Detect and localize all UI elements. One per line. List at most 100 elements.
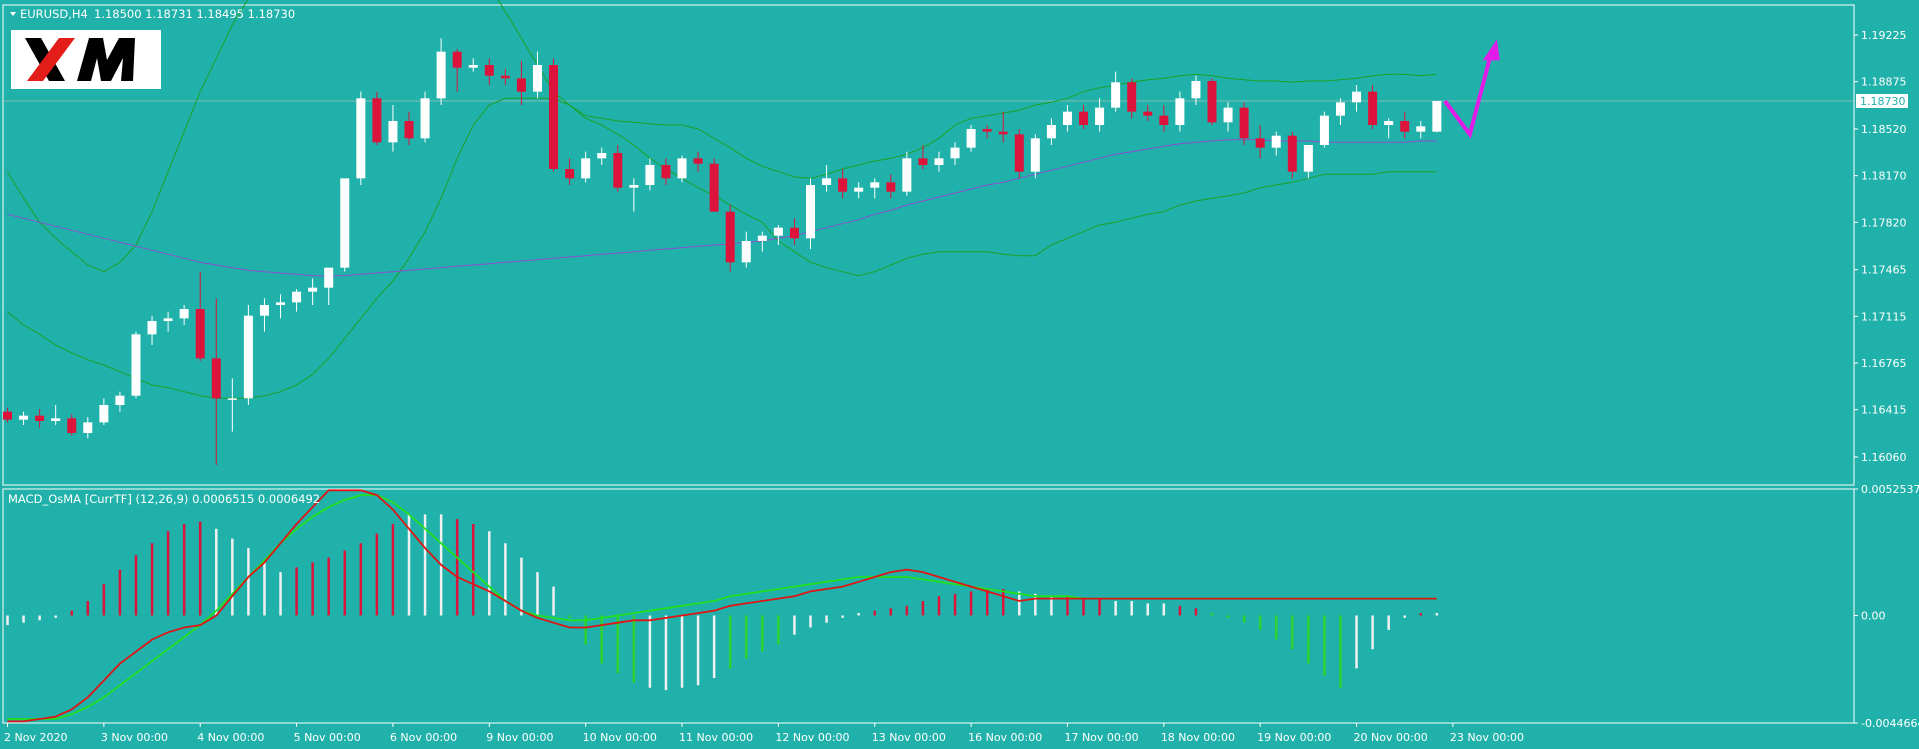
time-label: 13 Nov 00:00 (872, 731, 946, 744)
candle-body (1319, 115, 1329, 145)
projection-arrow-line (1443, 53, 1493, 139)
candle-body (147, 321, 157, 335)
candle-body (195, 309, 205, 359)
current-price-tag (1856, 94, 1908, 108)
candle-body (404, 121, 414, 139)
candle-body (1432, 101, 1442, 132)
candle-body (1271, 135, 1281, 148)
candle-body (1416, 126, 1426, 132)
moving-average-line (7, 139, 1437, 277)
price-tick-label: 1.16060 (1861, 451, 1907, 464)
candle-body (243, 315, 253, 399)
candle-body (324, 267, 334, 288)
price-tick-label: 1.16415 (1861, 404, 1907, 417)
time-label: 17 Nov 00:00 (1064, 731, 1138, 744)
candle-body (276, 302, 286, 305)
collapse-triangle-icon[interactable] (10, 12, 16, 16)
macd-tick-label: 0.00 (1861, 609, 1886, 622)
time-axis: 2 Nov 2020 3 Nov 00:00 4 Nov 00:00 5 Nov 00… (4, 723, 1524, 744)
time-label: 10 Nov 00:00 (583, 731, 657, 744)
price-panel-frame (2, 4, 1855, 486)
time-label: 3 Nov 00:00 (101, 731, 168, 744)
candle-body (1223, 107, 1233, 123)
price-tick-label: 1.17820 (1861, 216, 1907, 229)
macd-lines (7, 489, 1437, 723)
candle-body (838, 178, 848, 192)
candle-body (179, 309, 189, 319)
price-tick-label: 1.16765 (1861, 357, 1907, 370)
candle-body (308, 287, 318, 292)
price-axis: 1.19225 1.18875 1.18520 1.18170 1.17820 1.174… (1854, 29, 1907, 464)
time-label: 23 Nov 00:00 (1450, 731, 1524, 744)
time-label: 20 Nov 00:00 (1354, 731, 1428, 744)
candle-body (1255, 138, 1265, 148)
candle-body (1143, 111, 1153, 116)
symbol-title: EURUSD,H4 (20, 7, 88, 21)
candle-body (1127, 82, 1137, 112)
candle-body (532, 65, 542, 92)
candle-body (468, 65, 478, 68)
candle-body (1062, 111, 1072, 125)
candle-body (1079, 111, 1089, 125)
candle-body (484, 65, 494, 76)
candle-body (854, 187, 864, 192)
signal-line (7, 494, 1437, 720)
candle-body (629, 185, 639, 188)
candle-body (549, 65, 559, 169)
candle-body (902, 158, 912, 192)
price-tick-label: 1.17465 (1861, 264, 1907, 277)
candle-body (115, 395, 125, 405)
logo-m-glyph (77, 38, 135, 81)
candle-body (661, 165, 671, 179)
candle-body (452, 51, 462, 68)
candle-body (918, 158, 928, 165)
candle-body (227, 398, 237, 400)
candle-body (500, 75, 510, 79)
candle-body (372, 98, 382, 143)
candle-body (1191, 81, 1201, 99)
candle-body (99, 405, 109, 423)
candle-body (1207, 81, 1217, 123)
candle-body (1095, 107, 1105, 125)
candle-body (1030, 138, 1040, 172)
time-label: 2 Nov 2020 (4, 731, 67, 744)
macd-line (7, 489, 1437, 723)
time-label: 18 Nov 00:00 (1161, 731, 1235, 744)
bollinger-bands (7, 0, 1437, 399)
ohlc-readout: 1.18500 1.18731 1.18495 1.18730 (94, 7, 295, 21)
candle-body (1175, 98, 1185, 125)
time-label: 6 Nov 00:00 (390, 731, 457, 744)
osma-histogram (6, 514, 1439, 691)
candle-body (35, 415, 45, 421)
time-label: 11 Nov 00:00 (679, 731, 753, 744)
candle-body (789, 227, 799, 239)
time-label: 5 Nov 00:00 (294, 731, 361, 744)
time-label: 4 Nov 00:00 (197, 731, 264, 744)
indicator-title: MACD_OsMA [CurrTF] (12,26,9) 0.0006515 0… (8, 492, 320, 506)
time-label: 19 Nov 00:00 (1257, 731, 1331, 744)
candle-body (340, 178, 350, 268)
candle-body (982, 129, 992, 132)
logo-x-red-stroke (27, 38, 75, 81)
candle-body (565, 169, 575, 179)
candle-body (613, 153, 623, 188)
candle-body (420, 98, 430, 139)
candle-body (934, 158, 944, 165)
candle-body (966, 129, 976, 148)
candle-body (581, 158, 591, 179)
candle-body (757, 235, 767, 241)
candle-body (886, 182, 896, 192)
candle-body (19, 415, 29, 420)
bollinger-upper-line (7, 0, 1437, 273)
candle-body (1384, 121, 1394, 125)
candle-body (1239, 107, 1249, 139)
price-tick-label: 1.17115 (1861, 310, 1907, 323)
candle-body (870, 182, 880, 188)
candle-body (67, 418, 77, 433)
projection-arrowhead (1482, 39, 1500, 61)
candles (3, 38, 1442, 465)
candle-body (388, 121, 398, 143)
candle-body (1400, 121, 1410, 132)
